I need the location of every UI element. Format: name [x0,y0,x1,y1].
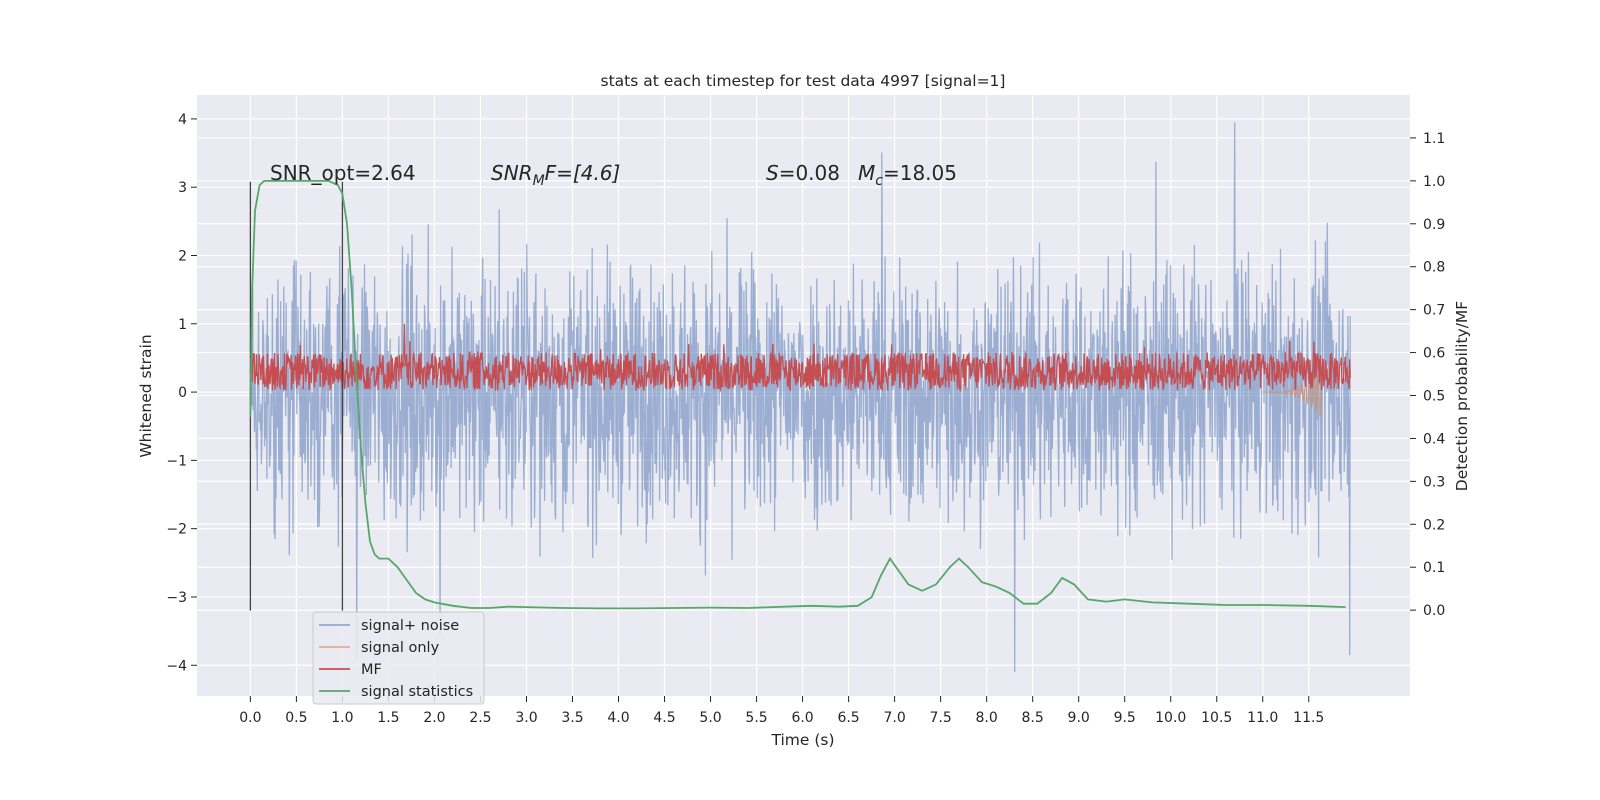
series-area [249,122,1351,673]
x-axis-label: Time (s) [770,731,834,749]
x-tick-label: 7.0 [883,710,905,726]
y-tick-label: −3 [166,590,187,606]
y-right-tick-label: 0.9 [1423,217,1445,233]
snr-opt-annotation: SNR_opt=2.64 [270,161,416,185]
mc-sub: c [875,173,883,189]
mc-var: M [858,161,875,185]
mc-rest: =18.05 [883,161,957,185]
x-tick-label: 8.0 [976,710,998,726]
legend-label-signal-noise: signal+ noise [361,618,459,634]
s-rest: =0.08 [779,161,840,185]
x-tick-label: 6.0 [791,710,813,726]
x-tick-label: 6.5 [837,710,859,726]
series-mf-line [249,323,1351,393]
y-tick-label: −2 [166,522,187,538]
right-axis-ticks: 0.0 0.1 0.2 0.3 0.4 0.5 0.6 0.7 0.8 0.9 1.0 1.1 [1410,131,1445,619]
x-tick-label: 11.5 [1293,710,1324,726]
s-annotation: S=0.08 [766,161,840,185]
x-tick-label: 3.5 [561,710,583,726]
y-right-tick-label: 0.8 [1423,260,1445,276]
left-axis-ticks: −4 −3 −2 −1 0 1 2 3 4 [166,112,197,674]
series-signal-noise-line [249,122,1351,673]
y-tick-label: 0 [178,385,187,401]
y-right-tick-label: 0.3 [1423,474,1445,490]
y-tick-label: 3 [178,180,187,196]
snr-mf-sub: M [533,173,545,189]
legend-label-signal-statistics: signal statistics [361,684,473,700]
right-axis-label: Detection probability/MF [1453,301,1471,492]
y-tick-label: 4 [178,112,187,128]
y-right-tick-label: 0.4 [1423,431,1445,447]
legend-box [312,611,485,705]
legend-label-signal-only: signal only [361,640,440,656]
right-axis-grid [197,137,1410,611]
y-right-tick-label: 0.5 [1423,389,1445,405]
y-tick-label: 1 [178,317,187,333]
x-tick-label: 10.0 [1155,710,1186,726]
s-var: S [766,161,779,185]
x-tick-label: 8.5 [1022,710,1044,726]
x-tick-label: 11.0 [1247,710,1278,726]
legend: signal+ noise signal only MF signal stat… [312,611,485,705]
y-tick-label: −4 [166,658,187,674]
x-tick-label: 3.0 [515,710,537,726]
y-right-tick-label: 1.1 [1423,131,1445,147]
x-tick-label: 0.0 [239,710,261,726]
y-right-tick-label: 0.7 [1423,303,1445,319]
left-axis-label: Whitened strain [137,334,155,457]
x-tick-label: 5.0 [699,710,721,726]
y-tick-label: 2 [178,248,187,264]
snr-mf-rest: F=[4.6] [545,161,621,185]
series-signal-statistics-line [249,180,1346,610]
x-tick-label: 10.5 [1201,710,1232,726]
x-tick-label: 1.5 [377,710,399,726]
y-right-tick-label: 0.1 [1423,560,1445,576]
y-right-tick-label: 0.2 [1423,517,1445,533]
y-right-tick-label: 1.0 [1423,174,1445,190]
x-tick-label: 4.0 [607,710,629,726]
x-tick-label: 2.5 [469,710,491,726]
snr-mf-annotation: SNRMF=[4.6] [491,161,620,189]
x-tick-label: 5.5 [745,710,767,726]
mc-annotation: Mc=18.05 [858,161,957,189]
x-tick-label: 9.0 [1068,710,1090,726]
y-right-tick-label: 0.6 [1423,346,1445,362]
chart-title: stats at each timestep for test data 499… [601,72,1006,90]
y-tick-label: −1 [166,453,187,469]
x-tick-label: 9.5 [1114,710,1136,726]
legend-label-mf: MF [361,662,382,678]
x-tick-label: 2.0 [423,710,445,726]
x-tick-label: 4.5 [653,710,675,726]
snr-mf-base: SNR [491,161,533,185]
x-tick-label: 1.0 [331,710,353,726]
y-right-tick-label: 0.0 [1423,603,1445,619]
x-axis-ticks: 0.0 0.5 1.0 1.5 2.0 2.5 3.0 3.5 4.0 4.5 5.0 5.5 6.0 6… [239,696,1324,726]
x-tick-label: 0.5 [285,710,307,726]
x-tick-label: 7.5 [929,710,951,726]
series-signal-only-line [1262,365,1324,418]
